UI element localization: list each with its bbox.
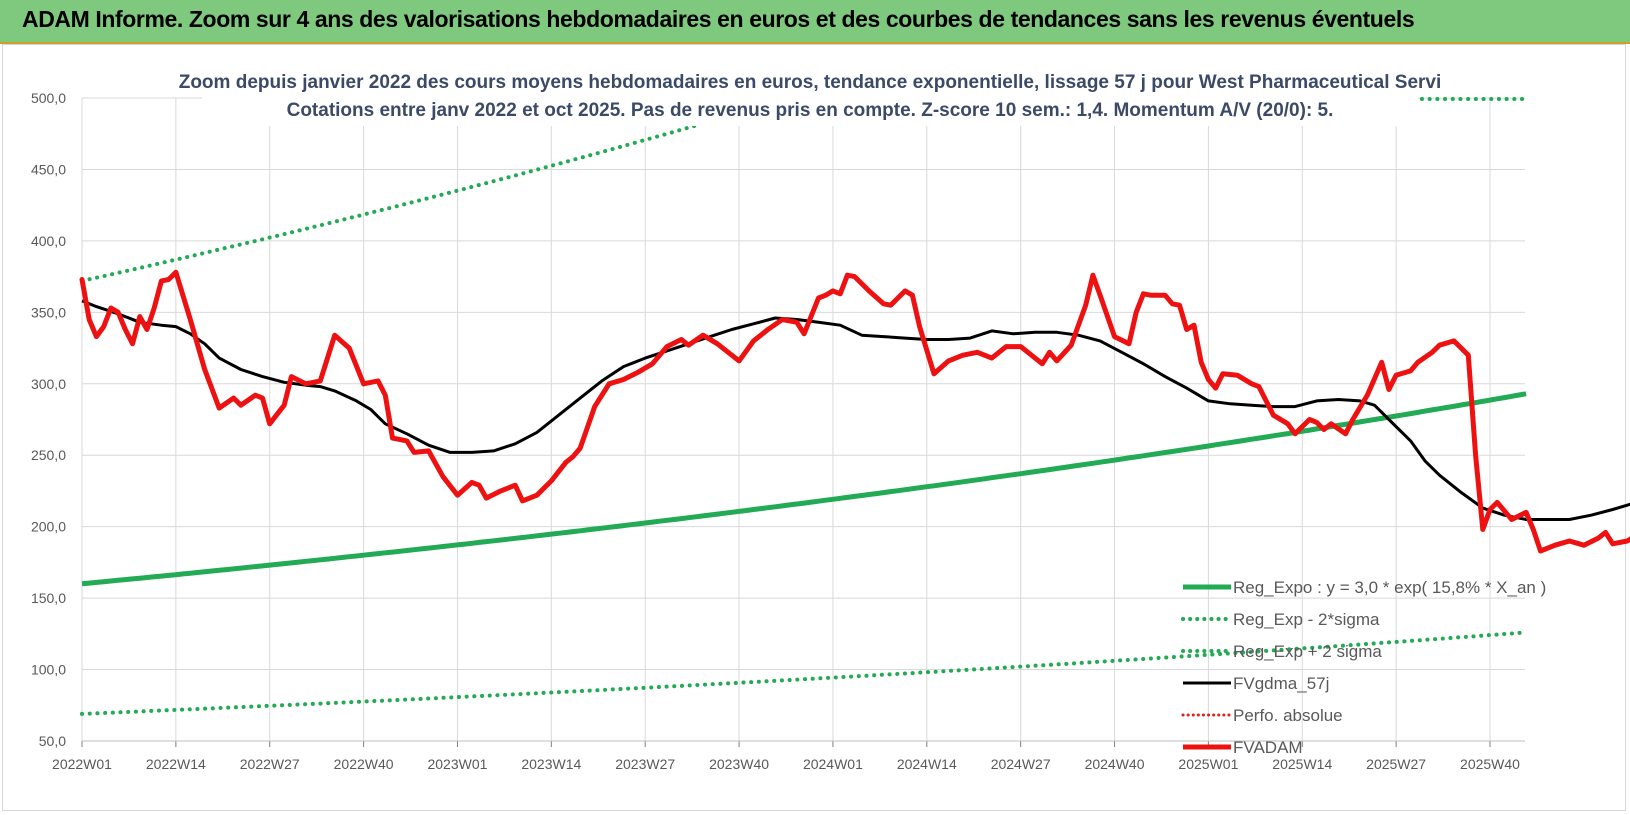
y-tick-label: 400,0 bbox=[31, 233, 66, 249]
chart-subtitle: Cotations entre janv 2022 et oct 2025. P… bbox=[287, 100, 1334, 121]
x-tick-label: 2024W01 bbox=[803, 756, 863, 772]
reg-exp-minus-2-sigma-line bbox=[80, 630, 1529, 716]
x-tick-label: 2025W01 bbox=[1178, 756, 1238, 772]
x-tick-label: 2024W27 bbox=[991, 756, 1051, 772]
y-tick-label: 100,0 bbox=[31, 662, 66, 678]
x-tick-label: 2023W27 bbox=[615, 756, 675, 772]
legend-label-reg_expo: Reg_Expo : y = 3,0 * exp( 15,8% * X_an ) bbox=[1233, 578, 1546, 597]
x-tick-label: 2025W14 bbox=[1272, 756, 1332, 772]
title-background bbox=[202, 62, 1418, 126]
legend-label-reg_lo: Reg_Exp - 2*sigma bbox=[1233, 610, 1380, 629]
x-tick-label: 2022W01 bbox=[52, 756, 112, 772]
x-tick-label: 2022W27 bbox=[240, 756, 300, 772]
y-tick-label: 500,0 bbox=[31, 90, 66, 106]
axis-layer: 500,0 450,0 400,0 350,0 300,0 250,0 200,0 150,0… bbox=[31, 90, 1525, 772]
x-tick-label: 2025W27 bbox=[1366, 756, 1426, 772]
x-tick-label: 2023W40 bbox=[709, 756, 769, 772]
line-chart: Zoom depuis janvier 2022 des cours moyen… bbox=[31, 62, 1630, 772]
chart-title: Zoom depuis janvier 2022 des cours moyen… bbox=[179, 72, 1442, 93]
x-tick-label: 2024W14 bbox=[897, 756, 957, 772]
chart-legend: Reg_Expo : y = 3,0 * exp( 15,8% * X_an )… bbox=[1181, 578, 1546, 757]
chart-frame bbox=[2, 44, 1626, 811]
y-tick-label: 50,0 bbox=[39, 733, 66, 749]
legend-label-perfo: Perfo. absolue bbox=[1233, 706, 1343, 725]
legend-label-reg_hi: Reg_Exp + 2 sigma bbox=[1233, 642, 1382, 661]
x-tick-label: 2024W40 bbox=[1085, 756, 1145, 772]
y-tick-label: 200,0 bbox=[31, 519, 66, 535]
x-tick-label: 2025W40 bbox=[1460, 756, 1520, 772]
x-tick-label: 2022W14 bbox=[146, 756, 206, 772]
series-layer bbox=[79, 97, 1630, 716]
report-banner: ADAM Informe. Zoom sur 4 ans des valoris… bbox=[0, 0, 1630, 44]
x-tick-label: 2023W01 bbox=[427, 756, 487, 772]
reg-exp-plus-2-sigma-line bbox=[80, 98, 785, 283]
y-tick-label: 300,0 bbox=[31, 376, 66, 392]
title-layer: Zoom depuis janvier 2022 des cours moyen… bbox=[179, 62, 1442, 126]
reg-expo-line bbox=[81, 391, 1527, 587]
y-tick-label: 450,0 bbox=[31, 161, 66, 177]
legend-label-fvadam: FVADAM bbox=[1233, 738, 1303, 757]
report-title: ADAM Informe. Zoom sur 4 ans des valoris… bbox=[22, 6, 1415, 32]
y-tick-label: 350,0 bbox=[31, 304, 66, 320]
y-tick-label: 150,0 bbox=[31, 590, 66, 606]
fvgdma-57j-line bbox=[81, 299, 1630, 521]
fvadam-line bbox=[79, 269, 1630, 554]
x-tick-label: 2022W40 bbox=[334, 756, 394, 772]
y-tick-label: 250,0 bbox=[31, 447, 66, 463]
x-tick-label: 2023W14 bbox=[521, 756, 581, 772]
legend-label-fvgdma: FVgdma_57j bbox=[1233, 674, 1329, 693]
